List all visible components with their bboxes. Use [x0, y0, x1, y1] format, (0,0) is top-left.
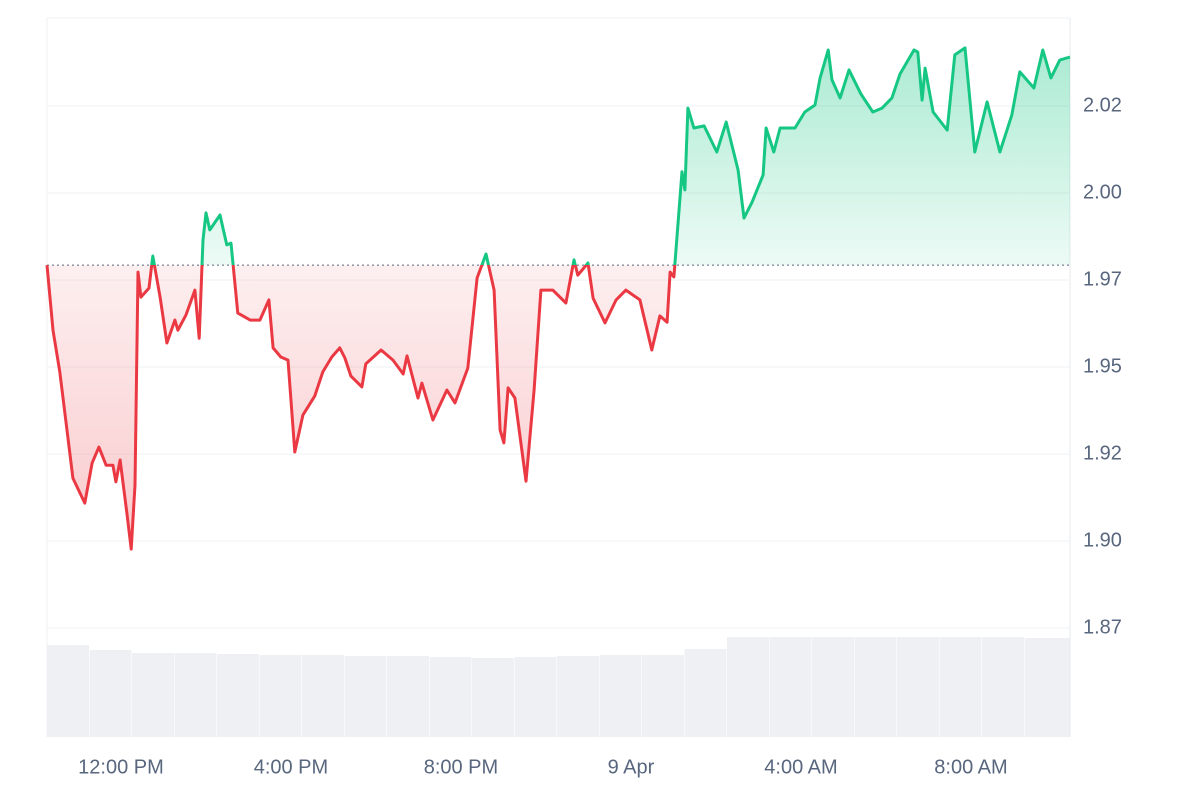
volume-bar: [854, 637, 897, 737]
volume-bar: [472, 658, 515, 737]
volume-bar: [514, 657, 557, 737]
volume-bar: [302, 655, 345, 737]
y-tick-label: 2.02: [1083, 94, 1122, 116]
x-tick-label: 9 Apr: [608, 756, 655, 778]
x-tick-label: 4:00 AM: [764, 756, 837, 778]
volume-bar: [174, 653, 217, 737]
price-line: [45, 46, 1071, 551]
volume-bar: [47, 645, 90, 737]
volume-bar: [812, 637, 855, 737]
volume-bar: [684, 649, 727, 737]
x-tick-label: 4:00 PM: [254, 756, 328, 778]
y-tick-label: 1.97: [1083, 268, 1122, 290]
volume-bar: [982, 637, 1025, 737]
volume-bar: [1024, 638, 1070, 737]
volume-bar: [557, 656, 600, 737]
y-tick-label: 1.87: [1083, 616, 1122, 638]
y-tick-label: 1.90: [1083, 529, 1122, 551]
volume-bar: [89, 650, 132, 737]
x-tick-label: 12:00 PM: [78, 756, 164, 778]
volume-bar: [939, 637, 982, 737]
y-tick-label: 1.92: [1083, 442, 1122, 464]
volume-bar: [429, 657, 472, 737]
volume-bar: [642, 655, 685, 737]
y-tick-label: 2.00: [1083, 181, 1122, 203]
volume-bar: [599, 655, 642, 737]
volume-bar: [217, 654, 260, 737]
price-area: [47, 47, 1070, 550]
volume-bar: [769, 637, 812, 737]
volume-bar: [387, 656, 430, 737]
volume-bar: [344, 656, 387, 737]
volume-bar: [132, 653, 175, 737]
x-tick-label: 8:00 PM: [424, 756, 498, 778]
x-tick-label: 8:00 AM: [934, 756, 1007, 778]
volume-bar: [259, 655, 302, 737]
y-tick-label: 1.95: [1083, 355, 1122, 377]
volume-bar: [727, 637, 770, 737]
volume-bar: [897, 637, 940, 737]
